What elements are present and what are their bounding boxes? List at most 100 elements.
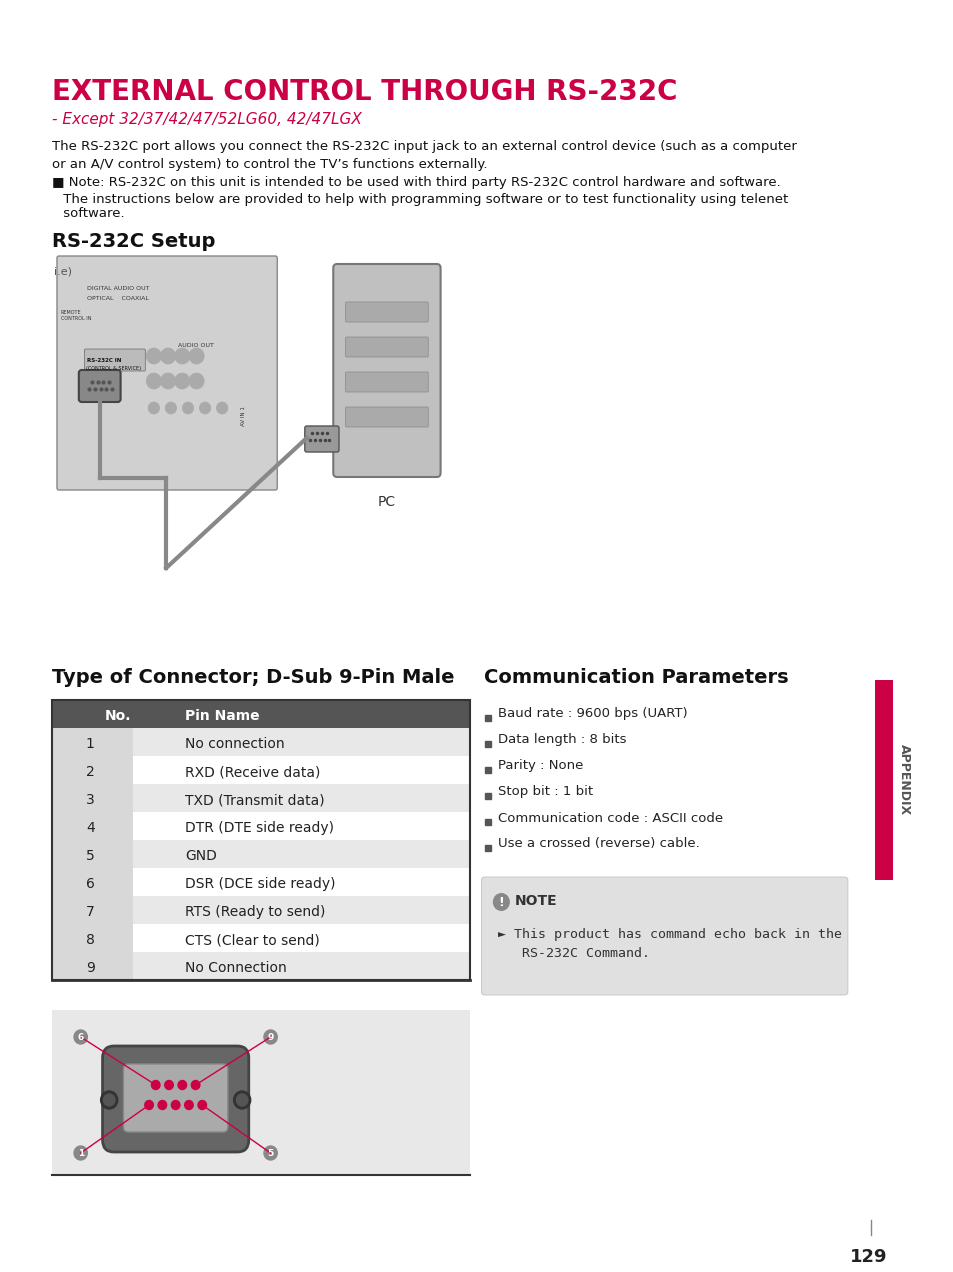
FancyBboxPatch shape	[345, 371, 428, 392]
FancyBboxPatch shape	[333, 265, 440, 477]
Text: RS-232C IN: RS-232C IN	[88, 357, 122, 363]
Bar	[52, 784, 132, 812]
Text: AUDIO OUT: AUDIO OUT	[177, 343, 213, 349]
Bar	[52, 728, 132, 756]
Text: Type of Connector; D-Sub 9-Pin Male: Type of Connector; D-Sub 9-Pin Male	[52, 668, 455, 687]
Circle shape	[174, 349, 190, 364]
Text: 6: 6	[77, 1033, 84, 1042]
Text: ► This product has command echo back in the
   RS-232C Command.: ► This product has command echo back in …	[497, 929, 841, 960]
Circle shape	[103, 1094, 114, 1105]
Text: The RS-232C port allows you connect the RS-232C input jack to an external contro: The RS-232C port allows you connect the …	[52, 140, 797, 170]
Text: software.: software.	[59, 207, 124, 220]
Bar	[52, 840, 470, 868]
FancyBboxPatch shape	[345, 301, 428, 322]
Circle shape	[172, 1100, 180, 1109]
Circle shape	[189, 349, 204, 364]
Bar	[52, 784, 470, 812]
Circle shape	[264, 1146, 277, 1160]
Circle shape	[74, 1030, 88, 1044]
FancyBboxPatch shape	[123, 1063, 228, 1132]
Circle shape	[233, 1091, 251, 1109]
Text: 9: 9	[86, 962, 94, 976]
Text: Parity : None: Parity : None	[497, 759, 582, 772]
Text: Pin Name: Pin Name	[185, 709, 259, 722]
Circle shape	[145, 1100, 153, 1109]
Circle shape	[216, 402, 228, 413]
Circle shape	[199, 402, 211, 413]
Text: GND: GND	[185, 848, 216, 862]
Circle shape	[189, 373, 204, 389]
FancyBboxPatch shape	[85, 349, 145, 371]
Circle shape	[160, 349, 175, 364]
Bar	[52, 812, 470, 840]
Text: DTR (DTE side ready): DTR (DTE side ready)	[185, 820, 334, 834]
Circle shape	[192, 1080, 200, 1090]
Text: i.e): i.e)	[54, 266, 72, 276]
Bar	[52, 895, 132, 923]
Circle shape	[160, 373, 175, 389]
FancyBboxPatch shape	[304, 426, 338, 452]
Text: Baud rate : 9600 bps (UART): Baud rate : 9600 bps (UART)	[497, 707, 686, 720]
Text: 5: 5	[267, 1149, 274, 1158]
Circle shape	[165, 1080, 173, 1090]
FancyBboxPatch shape	[345, 407, 428, 427]
Text: OPTICAL    COAXIAL: OPTICAL COAXIAL	[88, 296, 149, 301]
Bar	[52, 1010, 470, 1175]
Text: 7: 7	[86, 904, 94, 918]
FancyBboxPatch shape	[481, 876, 847, 995]
Text: CTS (Clear to send): CTS (Clear to send)	[185, 932, 319, 946]
Bar	[52, 868, 470, 895]
Circle shape	[178, 1080, 187, 1090]
Text: (CONTROL & SERVICE): (CONTROL & SERVICE)	[87, 366, 141, 371]
Circle shape	[101, 1091, 117, 1109]
Circle shape	[264, 1030, 277, 1044]
Text: !: !	[498, 895, 504, 908]
FancyBboxPatch shape	[102, 1046, 249, 1152]
Text: No connection: No connection	[185, 736, 285, 750]
Circle shape	[182, 402, 193, 413]
Text: 4: 4	[86, 820, 94, 834]
Circle shape	[146, 349, 161, 364]
Text: APPENDIX: APPENDIX	[898, 744, 910, 815]
Text: 3: 3	[86, 792, 94, 806]
Circle shape	[74, 1146, 88, 1160]
Circle shape	[185, 1100, 193, 1109]
Text: Stop bit : 1 bit: Stop bit : 1 bit	[497, 786, 592, 799]
Circle shape	[198, 1100, 206, 1109]
Circle shape	[146, 373, 161, 389]
Circle shape	[493, 893, 509, 911]
Text: RXD (Receive data): RXD (Receive data)	[185, 764, 320, 778]
Text: No Connection: No Connection	[185, 962, 287, 976]
Bar	[52, 951, 470, 979]
Text: 2: 2	[86, 764, 94, 778]
Text: 9: 9	[267, 1033, 274, 1042]
Circle shape	[152, 1080, 160, 1090]
Bar	[52, 700, 470, 728]
Text: The instructions below are provided to help with programming software or to test: The instructions below are provided to h…	[59, 193, 787, 206]
Bar	[52, 840, 132, 868]
Text: RS-232C Setup: RS-232C Setup	[52, 232, 215, 251]
Bar	[52, 728, 470, 756]
Text: No.: No.	[104, 709, 131, 722]
Circle shape	[236, 1094, 248, 1105]
Text: 6: 6	[86, 876, 94, 890]
Text: ■ Note: RS-232C on this unit is intended to be used with third party RS-232C con: ■ Note: RS-232C on this unit is intended…	[52, 176, 781, 190]
Bar	[52, 700, 470, 979]
Text: EXTERNAL CONTROL THROUGH RS-232C: EXTERNAL CONTROL THROUGH RS-232C	[52, 78, 677, 106]
Text: - Except 32/37/42/47/52LG60, 42/47LGX: - Except 32/37/42/47/52LG60, 42/47LGX	[52, 112, 362, 127]
Text: Data length : 8 bits: Data length : 8 bits	[497, 734, 625, 747]
Circle shape	[165, 402, 176, 413]
Circle shape	[174, 373, 190, 389]
Bar	[52, 923, 470, 951]
Bar	[52, 951, 132, 979]
Text: 1: 1	[77, 1149, 84, 1158]
Bar	[52, 868, 132, 895]
Bar	[52, 812, 132, 840]
FancyBboxPatch shape	[57, 256, 277, 490]
Circle shape	[158, 1100, 167, 1109]
Circle shape	[148, 402, 159, 413]
Text: REMOTE
CONTROL IN: REMOTE CONTROL IN	[61, 310, 91, 321]
Text: 8: 8	[86, 932, 94, 946]
Bar	[52, 756, 132, 784]
Text: Communication Parameters: Communication Parameters	[484, 668, 788, 687]
